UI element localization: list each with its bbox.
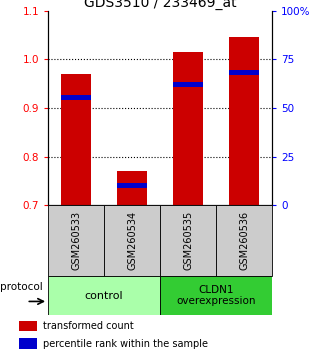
Bar (172, 82, 204, 87)
Bar (19, 320, 37, 331)
Bar (19, 338, 37, 349)
Bar (104, 205, 160, 276)
Bar (216, 205, 272, 276)
Bar (116, 171, 148, 205)
Bar (228, 70, 260, 75)
Text: GSM260536: GSM260536 (239, 211, 249, 270)
Text: CLDN1
overexpression: CLDN1 overexpression (176, 285, 256, 307)
Text: GSM260535: GSM260535 (183, 211, 193, 270)
Bar (48, 205, 104, 276)
Bar (116, 183, 148, 188)
Bar (60, 95, 92, 100)
Text: protocol: protocol (0, 282, 43, 292)
Bar (48, 276, 160, 315)
Text: percentile rank within the sample: percentile rank within the sample (43, 339, 208, 349)
Bar (160, 276, 272, 315)
Bar (60, 74, 92, 205)
Text: transformed count: transformed count (43, 321, 134, 331)
Text: GSM260534: GSM260534 (127, 211, 137, 270)
Bar (228, 38, 260, 205)
Text: control: control (85, 291, 123, 301)
Bar (160, 205, 216, 276)
Bar (172, 52, 204, 205)
Title: GDS3510 / 233469_at: GDS3510 / 233469_at (84, 0, 236, 10)
Text: GSM260533: GSM260533 (71, 211, 81, 270)
